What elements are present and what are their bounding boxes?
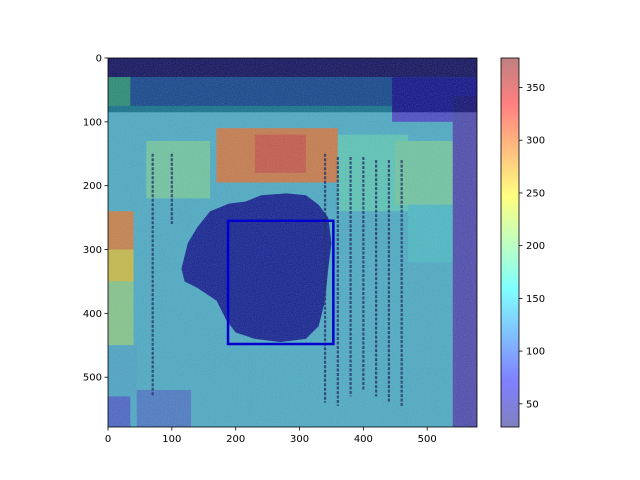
colorbar-ticks: 50 100 150 200 250 300 350	[519, 83, 545, 410]
y-tick-label: 200	[83, 181, 102, 192]
y-tick-label: 500	[83, 373, 102, 384]
x-tick-label: 100	[162, 434, 181, 445]
x-tick-label: 300	[290, 434, 309, 445]
colorbar-tick-label: 150	[526, 294, 545, 305]
colorbar: 50 100 150 200 250 300 350	[500, 57, 545, 428]
heatmap-plot-area	[108, 58, 477, 427]
x-tick-label: 0	[105, 434, 111, 445]
x-axis: 0 100 200 300 400 500	[105, 427, 437, 445]
y-tick-label: 400	[83, 309, 102, 320]
colorbar-frame	[500, 57, 520, 428]
colorbar-tick-label: 300	[526, 136, 545, 147]
colorbar-tick-label: 50	[526, 399, 539, 410]
colorbar-tick-label: 350	[526, 83, 545, 94]
x-tick-label: 200	[226, 434, 245, 445]
y-axis: 0 100 200 300 400 500	[83, 54, 108, 384]
colorbar-tick-label: 250	[526, 188, 545, 199]
noise-texture	[108, 58, 477, 427]
bounding-box	[226, 219, 335, 346]
colorbar-tick-label: 100	[526, 347, 545, 358]
x-tick-label: 500	[418, 434, 437, 445]
y-tick-label: 0	[96, 54, 102, 65]
colorbar-gradient	[501, 58, 519, 427]
x-tick-label: 400	[354, 434, 373, 445]
plot-frame	[107, 57, 478, 428]
colorbar-tick-label: 200	[526, 241, 545, 252]
y-tick-label: 100	[83, 117, 102, 128]
y-tick-label: 300	[83, 245, 102, 256]
